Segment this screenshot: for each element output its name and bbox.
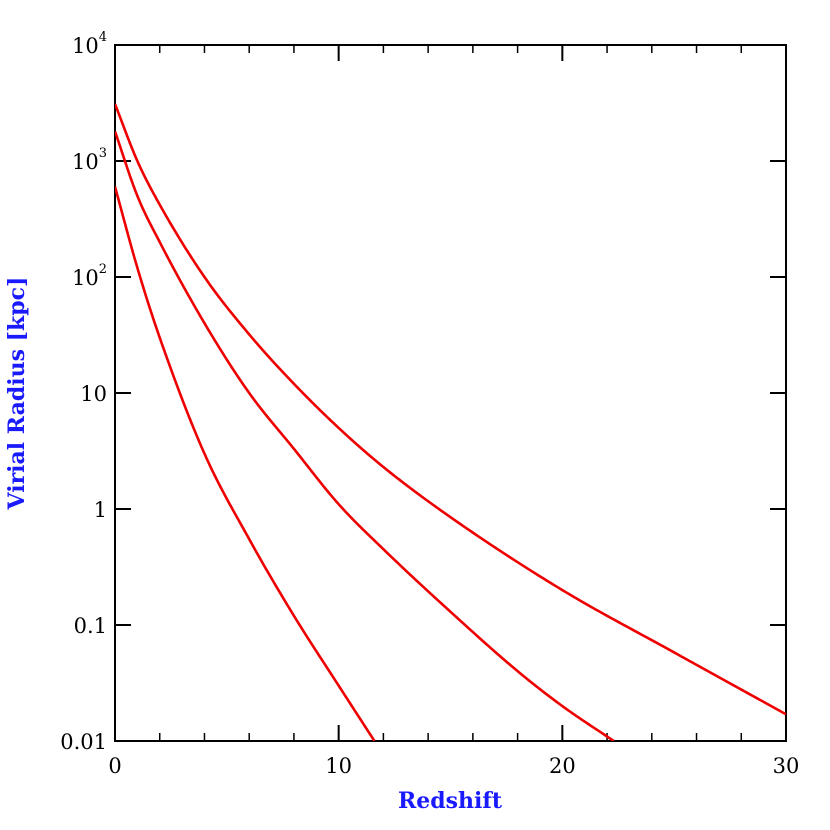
tick-labels: 0 10 20 30 0.01 0.1 1 10 102 103 104 (60, 30, 799, 778)
series-layer (115, 103, 786, 741)
y-tick-label: 0.1 (74, 614, 107, 638)
y-tick-label: 10 (80, 382, 107, 406)
y-axis-title: Virial Radius [kpc] (4, 277, 30, 511)
y-tick-label: 103 (72, 146, 107, 174)
y-tick-label: 102 (72, 262, 107, 290)
y-tick-label: 0.01 (60, 730, 107, 754)
plot-frame (114, 44, 787, 742)
series-line-1 (115, 103, 786, 716)
y-tick-label: 1 (94, 498, 107, 522)
x-tick-label: 30 (773, 754, 800, 778)
x-tick-label: 10 (325, 754, 352, 778)
y-tick-label: 104 (72, 30, 107, 58)
x-tick-label: 0 (108, 754, 121, 778)
series-line-3 (115, 186, 376, 741)
x-tick-label: 20 (549, 754, 576, 778)
series-line-2 (115, 130, 615, 741)
x-axis-title: Redshift (398, 788, 503, 814)
axis-ticks (114, 44, 787, 742)
